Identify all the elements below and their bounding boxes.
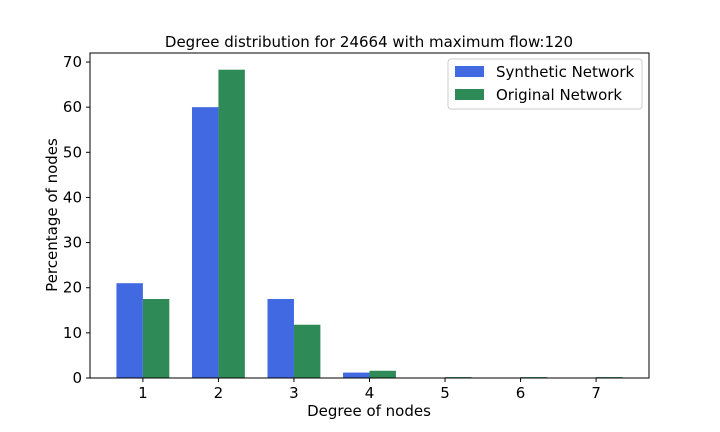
chart-title: Degree distribution for 24664 with maxim… — [165, 33, 573, 51]
bar-synthetic-network-4 — [343, 372, 370, 378]
y-tick-label: 20 — [63, 279, 82, 297]
bar-original-network-3 — [293, 324, 321, 378]
y-axis-label: Percentage of nodes — [43, 138, 61, 292]
x-ticks: 1 2 3 4 5 6 7 — [138, 378, 601, 402]
x-tick-label: 7 — [591, 384, 601, 402]
legend-swatch — [455, 89, 484, 100]
y-tick-label: 30 — [63, 234, 82, 252]
x-tick-label: 4 — [365, 384, 375, 402]
x-tick-label: 6 — [516, 384, 526, 402]
x-tick-label: 5 — [440, 384, 450, 402]
x-tick-label: 1 — [138, 384, 148, 402]
y-ticks: 0 10 20 30 40 50 60 70 — [63, 53, 90, 387]
x-tick-label: 3 — [289, 384, 299, 402]
bar-original-network-1 — [142, 299, 170, 378]
bar-synthetic-network-1 — [116, 283, 143, 378]
legend-label: Original Network — [496, 86, 622, 104]
bars-group — [116, 69, 623, 379]
y-tick-label: 40 — [63, 188, 82, 206]
bar-original-network-4 — [369, 370, 396, 378]
x-axis-label: Degree of nodes — [307, 402, 431, 420]
bar-synthetic-network-3 — [267, 299, 294, 378]
bar-synthetic-network-2 — [191, 107, 219, 379]
y-tick-label: 10 — [63, 324, 82, 342]
legend-box — [447, 58, 643, 110]
y-tick-label: 70 — [63, 53, 82, 71]
bar-original-network-2 — [218, 69, 245, 378]
y-tick-label: 50 — [63, 143, 82, 161]
legend: Synthetic Network Original Network — [447, 58, 643, 110]
legend-swatch — [455, 66, 484, 77]
x-tick-label: 2 — [214, 384, 224, 402]
legend-label: Synthetic Network — [496, 63, 635, 81]
y-tick-label: 0 — [72, 369, 82, 387]
y-tick-label: 60 — [63, 98, 82, 116]
